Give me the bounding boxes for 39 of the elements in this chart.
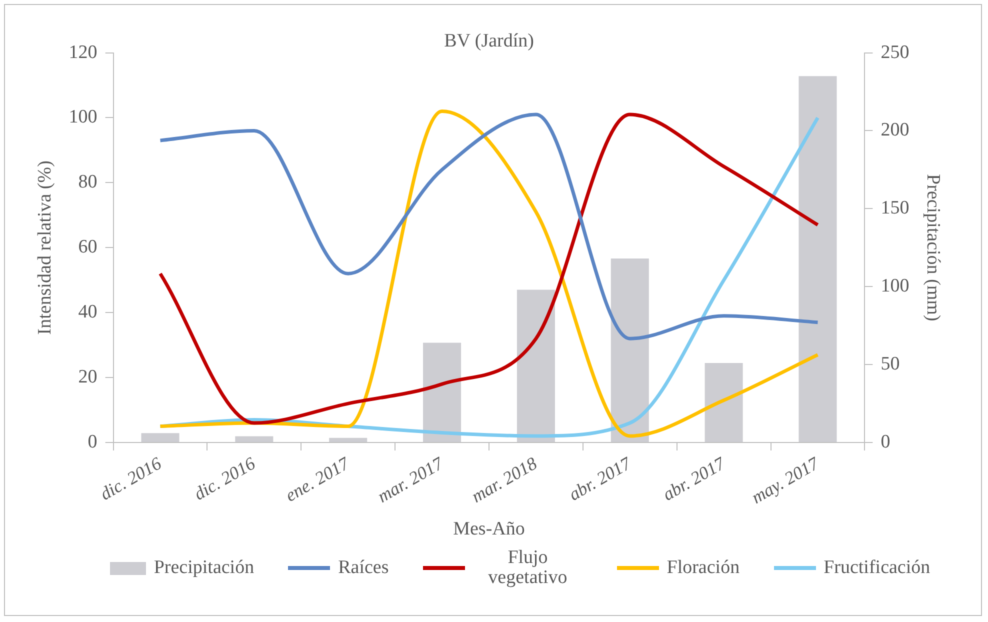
y2-tick-label: 200 xyxy=(880,120,910,141)
y2-tick-label: 250 xyxy=(880,42,910,63)
bar xyxy=(704,363,743,442)
bar xyxy=(798,76,837,442)
bar xyxy=(610,258,649,442)
y-tick-label: 40 xyxy=(78,302,98,323)
x-tick-label: abr. 2017 xyxy=(659,452,730,504)
y2-tick-label: 0 xyxy=(880,431,890,452)
x-tick-label: ene. 2017 xyxy=(282,452,354,506)
line-series xyxy=(158,112,820,340)
bar xyxy=(423,342,462,442)
y2-tick-label: 50 xyxy=(880,354,900,375)
y-tick-label: 80 xyxy=(78,172,98,193)
y-tick-label: 60 xyxy=(78,236,98,258)
y-tick-label: 0 xyxy=(88,431,98,452)
legend-label: Fructificación xyxy=(824,557,930,578)
x-tick-label: may. 2017 xyxy=(748,452,823,508)
y2-axis-title: Precipitación (mm) xyxy=(922,174,944,322)
y-axis-title: Intensidad relativa (%) xyxy=(34,160,56,335)
y2-tick-label: 100 xyxy=(880,276,910,297)
x-tick-label: mar. 2017 xyxy=(374,452,448,506)
bar xyxy=(516,290,555,442)
legend-label: Precipitación xyxy=(154,557,254,578)
chart-title: BV (Jardín) xyxy=(444,30,534,52)
y-tick-label: 100 xyxy=(68,106,98,128)
bar xyxy=(235,436,274,442)
legend-label: Flujo vegetativo xyxy=(487,547,568,588)
y-tick-label: 20 xyxy=(78,366,98,388)
x-tick-label: abr. 2017 xyxy=(565,452,636,504)
x-tick-label: mar. 2018 xyxy=(468,453,540,506)
legend-label: Raíces xyxy=(338,557,389,578)
x-tick-label: dic. 2016 xyxy=(190,453,259,504)
x-tick-label: dic. 2016 xyxy=(96,453,165,504)
x-axis-title: Mes-Año xyxy=(453,518,525,540)
bar xyxy=(329,438,368,442)
legend-label: Floración xyxy=(666,557,740,578)
y2-tick-label: 150 xyxy=(880,198,910,219)
y-tick-label: 120 xyxy=(68,42,98,63)
bar xyxy=(141,433,180,442)
